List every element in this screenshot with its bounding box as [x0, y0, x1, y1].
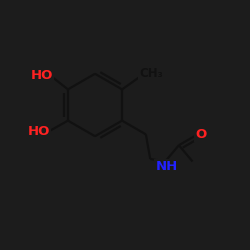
Text: CH₃: CH₃: [139, 67, 163, 80]
Text: HO: HO: [30, 69, 53, 82]
Text: NH: NH: [155, 160, 178, 173]
Text: HO: HO: [28, 126, 50, 138]
Text: O: O: [195, 128, 206, 141]
